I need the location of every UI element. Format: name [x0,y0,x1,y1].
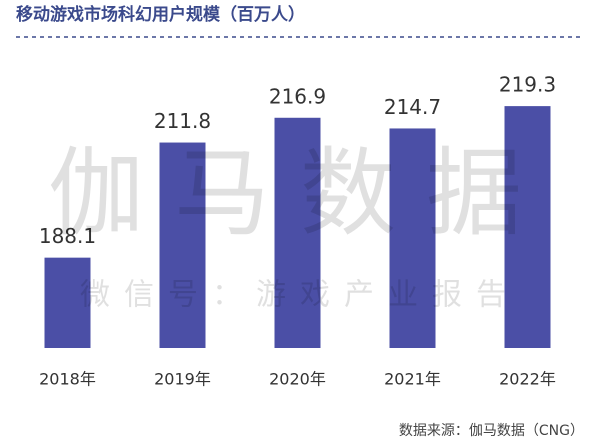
bar [159,142,206,348]
value-label: 211.8 [154,109,211,133]
source-note: 数据来源：伽马数据（CNG） [399,423,584,439]
chart-title: 移动游戏市场科幻用户规模（百万人） [16,4,305,25]
watermark: 伽马数据 [48,137,552,249]
value-label: 219.3 [499,73,556,97]
plot-area: 2018年 188.1 2019年 211.8 2020年 216.9 2021年 214.7… [39,73,556,389]
bar [504,106,551,348]
watermark-subtitle: 微信号：游戏产业报告 [80,278,520,313]
bar [389,128,436,348]
x-tick-label: 2022年 [499,370,556,389]
value-label: 214.7 [384,95,441,119]
x-tick-label: 2021年 [384,370,441,389]
x-tick-label: 2018年 [39,370,96,389]
bar [274,117,321,349]
x-tick-label: 2020年 [269,370,326,389]
bar [44,257,91,348]
value-label: 188.1 [39,224,96,248]
value-label: 216.9 [269,84,326,108]
x-tick-label: 2019年 [154,370,211,389]
